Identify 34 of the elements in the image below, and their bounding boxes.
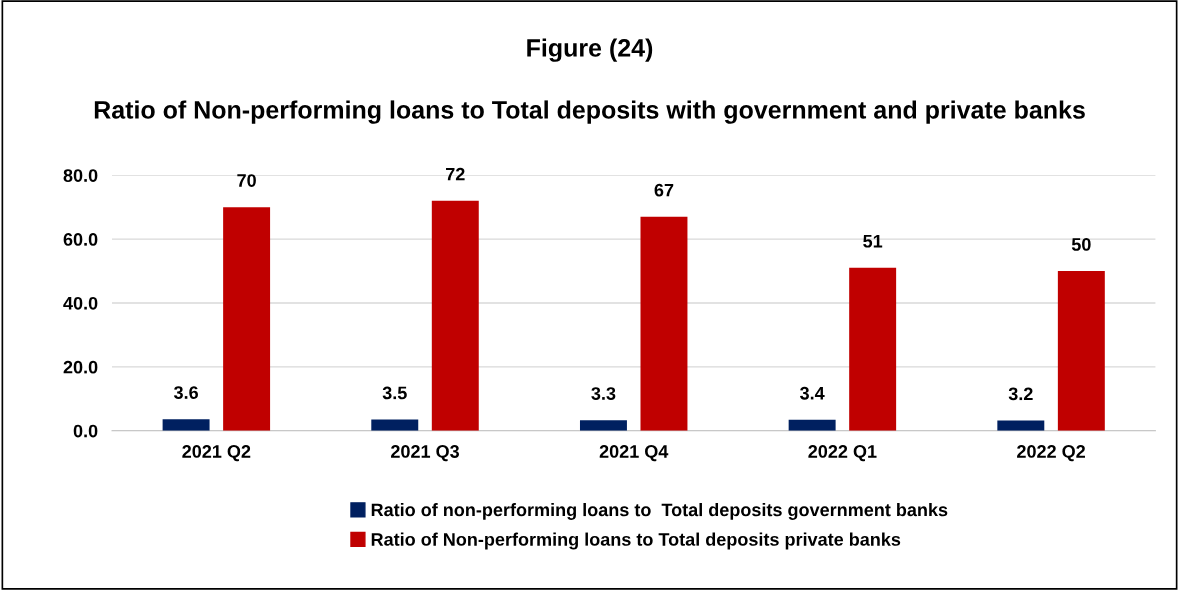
y-tick-label: 80.0: [63, 169, 98, 182]
data-label: 50: [1071, 238, 1091, 251]
bar: [162, 419, 210, 431]
bar: [1057, 271, 1105, 431]
x-tick-label: 2022 Q1: [808, 445, 877, 462]
chart-subtitle: Ratio of Non-performing loans to Total deposits with government and private banks: [94, 100, 1085, 124]
y-tick-label: 20.0: [63, 360, 98, 374]
data-label: 70: [237, 174, 256, 187]
bar: [371, 419, 419, 431]
bar: [431, 200, 479, 431]
bar: [849, 267, 897, 431]
legend-label: Ratio of Non-performing loans to Total deposits private banks: [371, 532, 901, 550]
data-label: 3.5: [382, 386, 407, 400]
bar: [579, 420, 627, 431]
bar: [640, 216, 688, 431]
x-tick-label: 2022 Q2: [1017, 445, 1085, 462]
data-label: 3.6: [173, 386, 198, 399]
y-tick-label: 0.0: [73, 424, 98, 438]
data-label: 3.3: [591, 387, 616, 400]
data-label: 72: [446, 167, 465, 181]
bar: [997, 420, 1045, 431]
bar: [223, 207, 271, 431]
data-label: 51: [863, 235, 883, 248]
y-tick-label: 40.0: [63, 296, 98, 310]
bar: [788, 419, 836, 431]
data-label: 3.2: [1008, 387, 1033, 401]
x-tick-label: 2021 Q2: [182, 445, 251, 462]
data-label: 67: [654, 183, 674, 197]
legend-label: Ratio of non-performing loans to Total deposits government banks: [371, 503, 948, 520]
x-tick-label: 2021 Q4: [599, 445, 669, 462]
data-label: 3.4: [800, 386, 825, 400]
chart-title: Figure (24): [527, 38, 653, 62]
x-tick-label: 2021 Q3: [391, 445, 460, 462]
y-tick-label: 60.0: [63, 233, 98, 246]
